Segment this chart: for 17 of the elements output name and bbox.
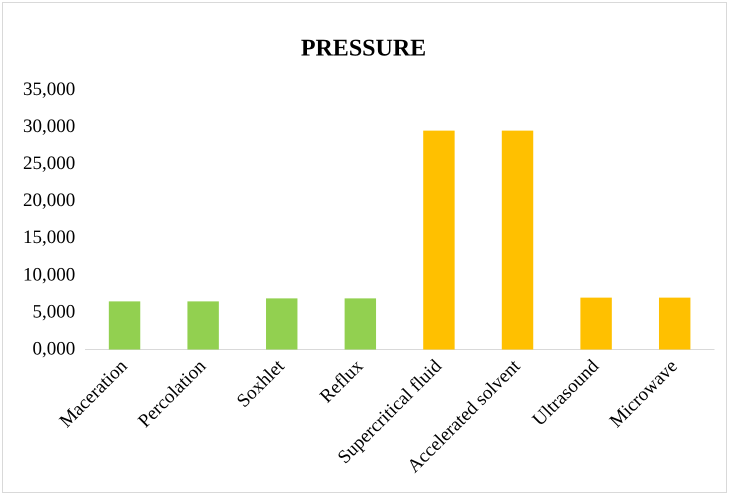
bar	[187, 301, 219, 350]
y-tick-label: 30,000	[23, 116, 76, 137]
chart-title: PRESSURE	[300, 36, 426, 62]
y-tick-label: 5,000	[32, 301, 76, 322]
y-tick-label: 10,000	[23, 264, 76, 286]
bar	[266, 298, 298, 350]
bar	[108, 301, 140, 350]
bar	[502, 130, 534, 350]
y-tick-label: 20,000	[23, 190, 76, 212]
y-tick-label: 25,000	[23, 153, 76, 174]
bar	[423, 130, 455, 350]
y-tick-label: 15,000	[23, 227, 76, 248]
bar	[344, 298, 376, 350]
y-tick-label: 35,000	[23, 78, 76, 100]
y-tick-label: 0,000	[32, 338, 76, 360]
bar	[580, 298, 612, 350]
bar	[658, 298, 690, 350]
